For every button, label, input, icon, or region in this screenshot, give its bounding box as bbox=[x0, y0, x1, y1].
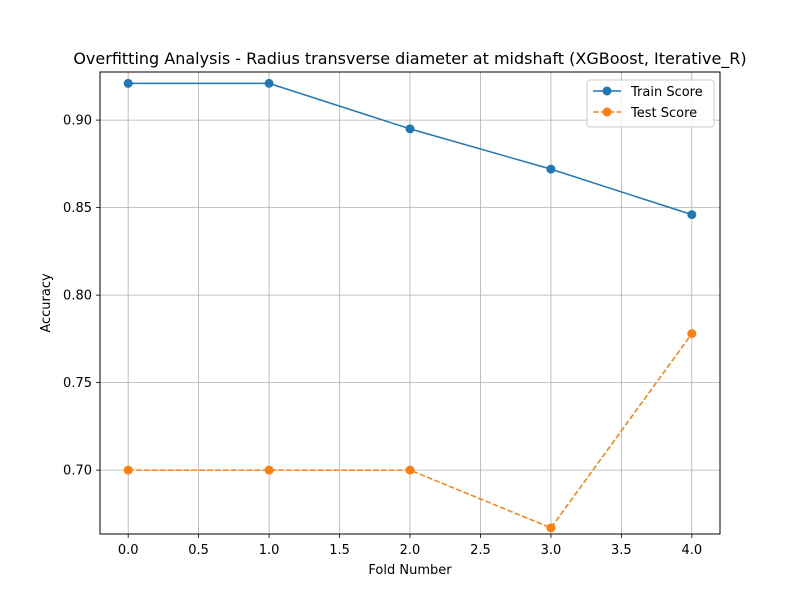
x-axis-ticks: 0.0 0.5 1.0 1.5 2.0 2.5 3.0 3.5 4.0 bbox=[118, 534, 702, 558]
data-point-test-score bbox=[123, 465, 133, 475]
y-tick-label: 0.75 bbox=[63, 376, 92, 391]
x-tick-label: 2.0 bbox=[400, 543, 421, 558]
y-tick-label: 0.70 bbox=[63, 464, 92, 479]
x-tick-label: 2.5 bbox=[470, 543, 491, 558]
chart-title: Overfitting Analysis - Radius transverse… bbox=[73, 49, 746, 69]
data-point-train-score bbox=[687, 210, 697, 220]
data-point-train-score bbox=[546, 164, 556, 174]
legend-label-test-score: Test Score bbox=[630, 106, 697, 121]
legend: Train Score Test Score bbox=[586, 79, 715, 128]
data-point-test-score bbox=[687, 329, 697, 339]
data-point-test-score bbox=[546, 523, 556, 533]
x-tick-label: 1.5 bbox=[329, 543, 350, 558]
y-axis-ticks: 0.70 0.75 0.80 0.85 0.90 bbox=[63, 114, 100, 479]
x-tick-label: 0.0 bbox=[118, 543, 139, 558]
y-tick-label: 0.90 bbox=[63, 114, 92, 129]
legend-marker-test-score bbox=[602, 107, 612, 117]
x-tick-label: 4.0 bbox=[681, 543, 702, 558]
x-tick-label: 3.5 bbox=[611, 543, 632, 558]
x-tick-label: 3.0 bbox=[541, 543, 562, 558]
data-point-test-score bbox=[264, 465, 274, 475]
y-tick-label: 0.85 bbox=[63, 201, 92, 216]
x-tick-label: 0.5 bbox=[188, 543, 209, 558]
y-tick-label: 0.80 bbox=[63, 289, 92, 304]
data-point-train-score bbox=[405, 124, 415, 134]
x-tick-label: 1.0 bbox=[259, 543, 280, 558]
legend-marker-train-score bbox=[602, 86, 612, 96]
grid-lines bbox=[100, 72, 720, 534]
data-point-test-score bbox=[405, 465, 415, 475]
series-layer bbox=[123, 78, 697, 533]
y-axis-title: Accuracy bbox=[39, 273, 54, 333]
legend-label-train-score: Train Score bbox=[630, 85, 703, 100]
data-point-train-score bbox=[123, 78, 133, 88]
x-axis-title: Fold Number bbox=[368, 563, 452, 578]
data-point-train-score bbox=[264, 78, 274, 88]
